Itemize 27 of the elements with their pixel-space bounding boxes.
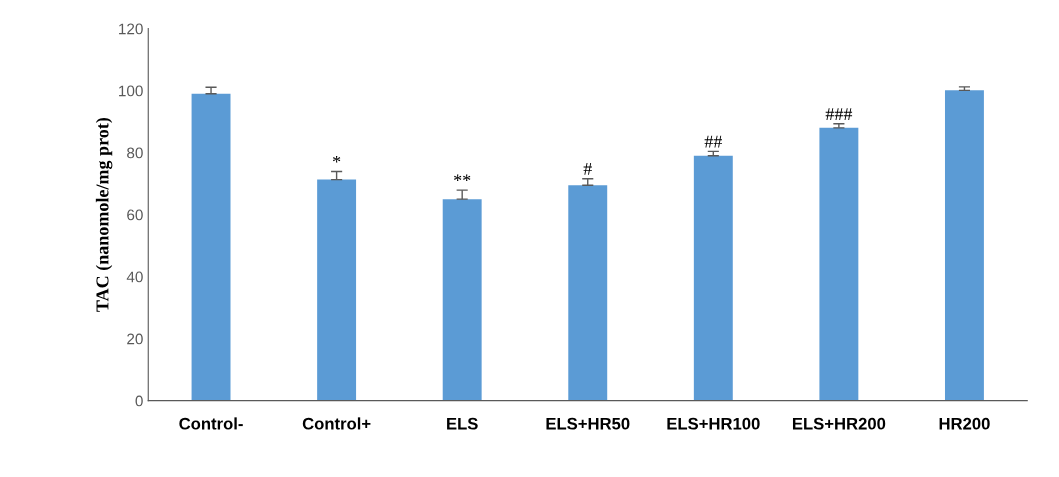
y-tick-label: 80 — [127, 147, 143, 159]
bar — [191, 93, 231, 401]
y-tick-label: 20 — [127, 333, 143, 345]
bar — [693, 155, 733, 401]
x-tick-label: ELS+HR100 — [667, 417, 760, 430]
bar — [317, 179, 357, 401]
annotation: ** — [454, 174, 471, 182]
y-tick-label: 120 — [119, 23, 143, 35]
bar — [819, 127, 859, 401]
x-tick-label: HR200 — [939, 417, 990, 430]
x-tick-label: Control+ — [302, 417, 371, 430]
annotation: # — [583, 163, 592, 175]
bar — [568, 185, 608, 401]
y-axis-title: TAC (nanomole/mg prot) — [95, 117, 113, 312]
annotation: ## — [704, 135, 723, 148]
y-tick-label: 60 — [127, 209, 143, 221]
x-tick-label: Control- — [179, 417, 243, 430]
y-tick-label: 40 — [126, 271, 143, 283]
bar — [442, 199, 482, 401]
y-tick-label: 100 — [119, 85, 143, 97]
annotation: * — [332, 155, 341, 163]
annotation: ### — [825, 108, 853, 120]
bar — [944, 90, 984, 401]
x-tick-label: ELS+HR200 — [792, 417, 886, 430]
y-tick-label: 0 — [135, 395, 143, 407]
x-tick-label: ELS — [447, 417, 478, 430]
x-tick-label: ELS+HR50 — [546, 417, 630, 430]
